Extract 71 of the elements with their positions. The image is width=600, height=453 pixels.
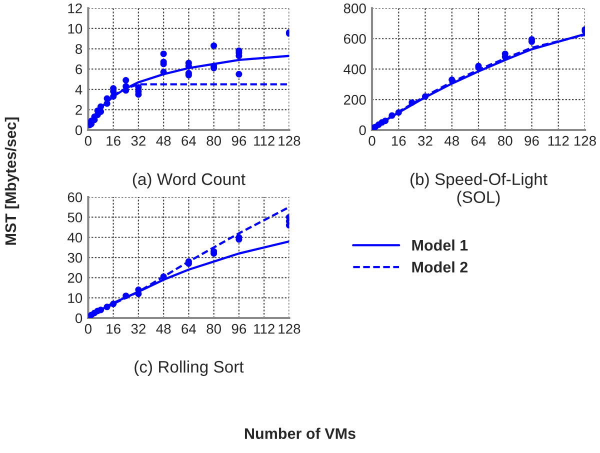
point bbox=[104, 304, 110, 310]
y-tick-label: 8 bbox=[76, 44, 82, 54]
x-tick-label: 80 bbox=[206, 324, 222, 334]
point bbox=[408, 99, 416, 106]
x-tick-label: 48 bbox=[156, 136, 171, 146]
x-tick-label: 64 bbox=[182, 136, 196, 146]
x-tick-label: 48 bbox=[156, 324, 171, 334]
y-tick-label: 40 bbox=[68, 232, 82, 243]
point bbox=[382, 118, 389, 124]
y-tick-label: 10 bbox=[68, 24, 82, 34]
x-axis-title: Number of VMs bbox=[245, 428, 356, 439]
y-tick-label: 600 bbox=[344, 34, 366, 44]
x-tick-label: 32 bbox=[418, 136, 432, 146]
y-tick-label: 30 bbox=[68, 252, 82, 263]
legend-label: Model 2 bbox=[412, 261, 468, 273]
x-tick-label: 64 bbox=[471, 136, 486, 146]
x-tick-label: 128 bbox=[278, 136, 300, 146]
y-tick-label: 60 bbox=[68, 192, 82, 202]
point bbox=[210, 42, 218, 49]
y-tick-label: 20 bbox=[68, 273, 82, 283]
point bbox=[236, 70, 242, 78]
x-tick-label: 96 bbox=[232, 324, 246, 334]
point bbox=[122, 76, 130, 84]
x-tick-label: 80 bbox=[206, 136, 222, 146]
point bbox=[448, 76, 456, 83]
y-tick-label: 4 bbox=[75, 84, 82, 94]
text: (c) Rolling Sort bbox=[134, 360, 244, 376]
x-tick-label: 80 bbox=[498, 136, 512, 146]
y-tick-label: 12 bbox=[68, 3, 82, 14]
point bbox=[395, 109, 402, 116]
point bbox=[98, 103, 104, 110]
point bbox=[160, 50, 167, 58]
point bbox=[98, 306, 104, 314]
x-tick-label: 128 bbox=[574, 136, 596, 146]
x-tick-label: 16 bbox=[392, 136, 406, 146]
x-tick-label: 0 bbox=[368, 136, 376, 146]
point bbox=[110, 300, 117, 308]
x-tick-label: 112 bbox=[254, 136, 274, 146]
y-tick-label: 10 bbox=[68, 293, 82, 304]
point bbox=[388, 112, 396, 119]
point bbox=[160, 273, 167, 280]
x-tick-label: 16 bbox=[106, 324, 120, 334]
x-tick-label: 96 bbox=[232, 136, 246, 146]
point bbox=[122, 292, 130, 300]
point bbox=[160, 68, 167, 76]
x-tick-label: 0 bbox=[84, 136, 92, 146]
y-axis-title: MST [Mbytes/sec] bbox=[4, 118, 20, 245]
x-tick-label: 16 bbox=[106, 136, 120, 146]
x-tick-label: 64 bbox=[182, 324, 196, 334]
x-tick-label: 96 bbox=[524, 136, 539, 146]
x-tick-label: 112 bbox=[254, 324, 274, 334]
y-tick-label: 50 bbox=[68, 212, 82, 222]
text: (a) Word Count bbox=[132, 172, 246, 188]
y-tick-label: 800 bbox=[344, 3, 366, 14]
point bbox=[104, 95, 110, 102]
x-tick-label: 128 bbox=[278, 324, 300, 334]
y-tick-label: 0 bbox=[75, 313, 82, 324]
y-tick-label: 0 bbox=[359, 125, 366, 136]
x-tick-label: 0 bbox=[84, 324, 92, 334]
y-tick-label: 200 bbox=[344, 94, 366, 105]
legend-label: Model 1 bbox=[412, 239, 468, 251]
point bbox=[422, 93, 429, 100]
y-tick-label: 400 bbox=[344, 64, 366, 74]
x-tick-label: 32 bbox=[131, 324, 146, 334]
x-tick-label: 48 bbox=[444, 136, 459, 146]
y-tick-label: 6 bbox=[76, 64, 82, 74]
y-tick-label: 2 bbox=[76, 105, 82, 115]
x-tick-label: 32 bbox=[131, 136, 146, 146]
y-tick-label: 0 bbox=[75, 125, 82, 136]
text: (b) Speed-Of-Light (SOL) bbox=[410, 172, 548, 206]
x-tick-label: 112 bbox=[548, 136, 569, 146]
